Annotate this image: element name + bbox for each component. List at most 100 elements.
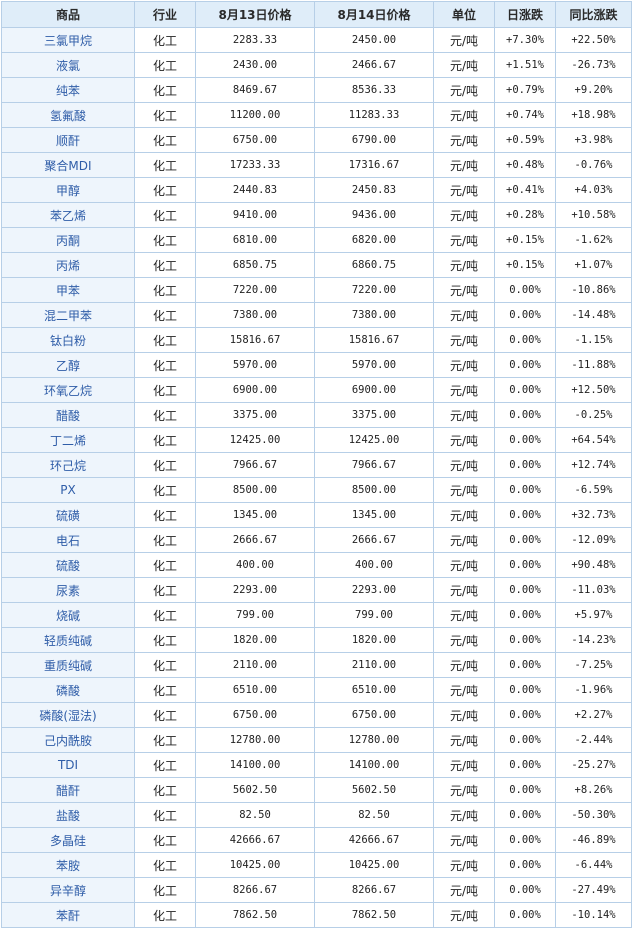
- price-day2-cell: 1820.00: [314, 627, 434, 653]
- price-day2-cell: 7966.67: [314, 452, 434, 478]
- table-row: 甲醇 化工 2440.83 2450.83 元/吨 +0.41% +4.03%: [1, 177, 632, 203]
- product-link[interactable]: 硫酸: [1, 552, 135, 578]
- price-day2-cell: 2666.67: [314, 527, 434, 553]
- daily-change-cell: 0.00%: [494, 352, 556, 378]
- table-row: 盐酸 化工 82.50 82.50 元/吨 0.00% -50.30%: [1, 802, 632, 828]
- product-link[interactable]: 磷酸: [1, 677, 135, 703]
- product-link[interactable]: 纯苯: [1, 77, 135, 103]
- unit-cell: 元/吨: [433, 602, 495, 628]
- price-day2-cell: 2466.67: [314, 52, 434, 78]
- price-day1-cell: 14100.00: [195, 752, 315, 778]
- price-day2-cell: 12425.00: [314, 427, 434, 453]
- table-row: 尿素 化工 2293.00 2293.00 元/吨 0.00% -11.03%: [1, 577, 632, 603]
- daily-change-cell: 0.00%: [494, 902, 556, 928]
- unit-cell: 元/吨: [433, 252, 495, 278]
- yoy-change-cell: +12.74%: [555, 452, 632, 478]
- industry-cell: 化工: [134, 577, 196, 603]
- price-day1-cell: 2666.67: [195, 527, 315, 553]
- product-link[interactable]: TDI: [1, 752, 135, 778]
- industry-cell: 化工: [134, 252, 196, 278]
- product-link[interactable]: 电石: [1, 527, 135, 553]
- price-day2-cell: 82.50: [314, 802, 434, 828]
- price-day2-cell: 5970.00: [314, 352, 434, 378]
- product-link[interactable]: 顺酐: [1, 127, 135, 153]
- unit-cell: 元/吨: [433, 577, 495, 603]
- unit-cell: 元/吨: [433, 77, 495, 103]
- product-link[interactable]: 己内酰胺: [1, 727, 135, 753]
- daily-change-cell: +0.15%: [494, 227, 556, 253]
- product-link[interactable]: 多晶硅: [1, 827, 135, 853]
- table-row: 聚合MDI 化工 17233.33 17316.67 元/吨 +0.48% -0.76%: [1, 152, 632, 178]
- product-link[interactable]: 轻质纯碱: [1, 627, 135, 653]
- price-day1-cell: 8266.67: [195, 877, 315, 903]
- daily-change-cell: +1.51%: [494, 52, 556, 78]
- product-link[interactable]: 丙酮: [1, 227, 135, 253]
- product-link[interactable]: 丁二烯: [1, 427, 135, 453]
- price-day1-cell: 7862.50: [195, 902, 315, 928]
- table-row: 乙醇 化工 5970.00 5970.00 元/吨 0.00% -11.88%: [1, 352, 632, 378]
- unit-cell: 元/吨: [433, 877, 495, 903]
- product-link[interactable]: 苯乙烯: [1, 202, 135, 228]
- unit-cell: 元/吨: [433, 377, 495, 403]
- table-row: 电石 化工 2666.67 2666.67 元/吨 0.00% -12.09%: [1, 527, 632, 553]
- product-link[interactable]: 混二甲苯: [1, 302, 135, 328]
- product-link[interactable]: 硫磺: [1, 502, 135, 528]
- product-link[interactable]: 丙烯: [1, 252, 135, 278]
- product-link[interactable]: 三氯甲烷: [1, 27, 135, 53]
- table-row: 三氯甲烷 化工 2283.33 2450.00 元/吨 +7.30% +22.50%: [1, 27, 632, 53]
- price-day1-cell: 6750.00: [195, 702, 315, 728]
- product-link[interactable]: 甲苯: [1, 277, 135, 303]
- unit-cell: 元/吨: [433, 777, 495, 803]
- daily-change-cell: 0.00%: [494, 777, 556, 803]
- table-header-row: 商品 行业 8月13日价格 8月14日价格 单位 日涨跌 同比涨跌: [1, 1, 632, 28]
- product-link[interactable]: 烧碱: [1, 602, 135, 628]
- daily-change-cell: +0.15%: [494, 252, 556, 278]
- daily-change-cell: +0.74%: [494, 102, 556, 128]
- price-day1-cell: 42666.67: [195, 827, 315, 853]
- yoy-change-cell: +5.97%: [555, 602, 632, 628]
- product-link[interactable]: 苯胺: [1, 852, 135, 878]
- price-day1-cell: 5602.50: [195, 777, 315, 803]
- unit-cell: 元/吨: [433, 402, 495, 428]
- product-link[interactable]: 苯酐: [1, 902, 135, 928]
- product-link[interactable]: 氢氟酸: [1, 102, 135, 128]
- product-link[interactable]: 聚合MDI: [1, 152, 135, 178]
- price-day2-cell: 2450.83: [314, 177, 434, 203]
- product-link[interactable]: 醋酐: [1, 777, 135, 803]
- price-day2-cell: 6790.00: [314, 127, 434, 153]
- industry-cell: 化工: [134, 202, 196, 228]
- industry-cell: 化工: [134, 277, 196, 303]
- industry-cell: 化工: [134, 177, 196, 203]
- yoy-change-cell: -10.86%: [555, 277, 632, 303]
- price-day2-cell: 6900.00: [314, 377, 434, 403]
- product-link[interactable]: 异辛醇: [1, 877, 135, 903]
- daily-change-cell: 0.00%: [494, 702, 556, 728]
- yoy-change-cell: -6.59%: [555, 477, 632, 503]
- product-link[interactable]: 醋酸: [1, 402, 135, 428]
- product-link[interactable]: 钛白粉: [1, 327, 135, 353]
- table-row: 磷酸(湿法) 化工 6750.00 6750.00 元/吨 0.00% +2.27%: [1, 702, 632, 728]
- unit-cell: 元/吨: [433, 152, 495, 178]
- product-link[interactable]: PX: [1, 477, 135, 503]
- product-link[interactable]: 磷酸(湿法): [1, 702, 135, 728]
- price-day1-cell: 17233.33: [195, 152, 315, 178]
- product-link[interactable]: 环己烷: [1, 452, 135, 478]
- industry-cell: 化工: [134, 77, 196, 103]
- price-day2-cell: 799.00: [314, 602, 434, 628]
- product-link[interactable]: 盐酸: [1, 802, 135, 828]
- price-day1-cell: 6900.00: [195, 377, 315, 403]
- product-link[interactable]: 甲醇: [1, 177, 135, 203]
- industry-cell: 化工: [134, 727, 196, 753]
- industry-cell: 化工: [134, 827, 196, 853]
- product-link[interactable]: 环氧乙烷: [1, 377, 135, 403]
- product-link[interactable]: 乙醇: [1, 352, 135, 378]
- product-link[interactable]: 液氯: [1, 52, 135, 78]
- price-day1-cell: 799.00: [195, 602, 315, 628]
- industry-cell: 化工: [134, 102, 196, 128]
- unit-cell: 元/吨: [433, 527, 495, 553]
- yoy-change-cell: -26.73%: [555, 52, 632, 78]
- unit-cell: 元/吨: [433, 477, 495, 503]
- product-link[interactable]: 尿素: [1, 577, 135, 603]
- unit-cell: 元/吨: [433, 227, 495, 253]
- product-link[interactable]: 重质纯碱: [1, 652, 135, 678]
